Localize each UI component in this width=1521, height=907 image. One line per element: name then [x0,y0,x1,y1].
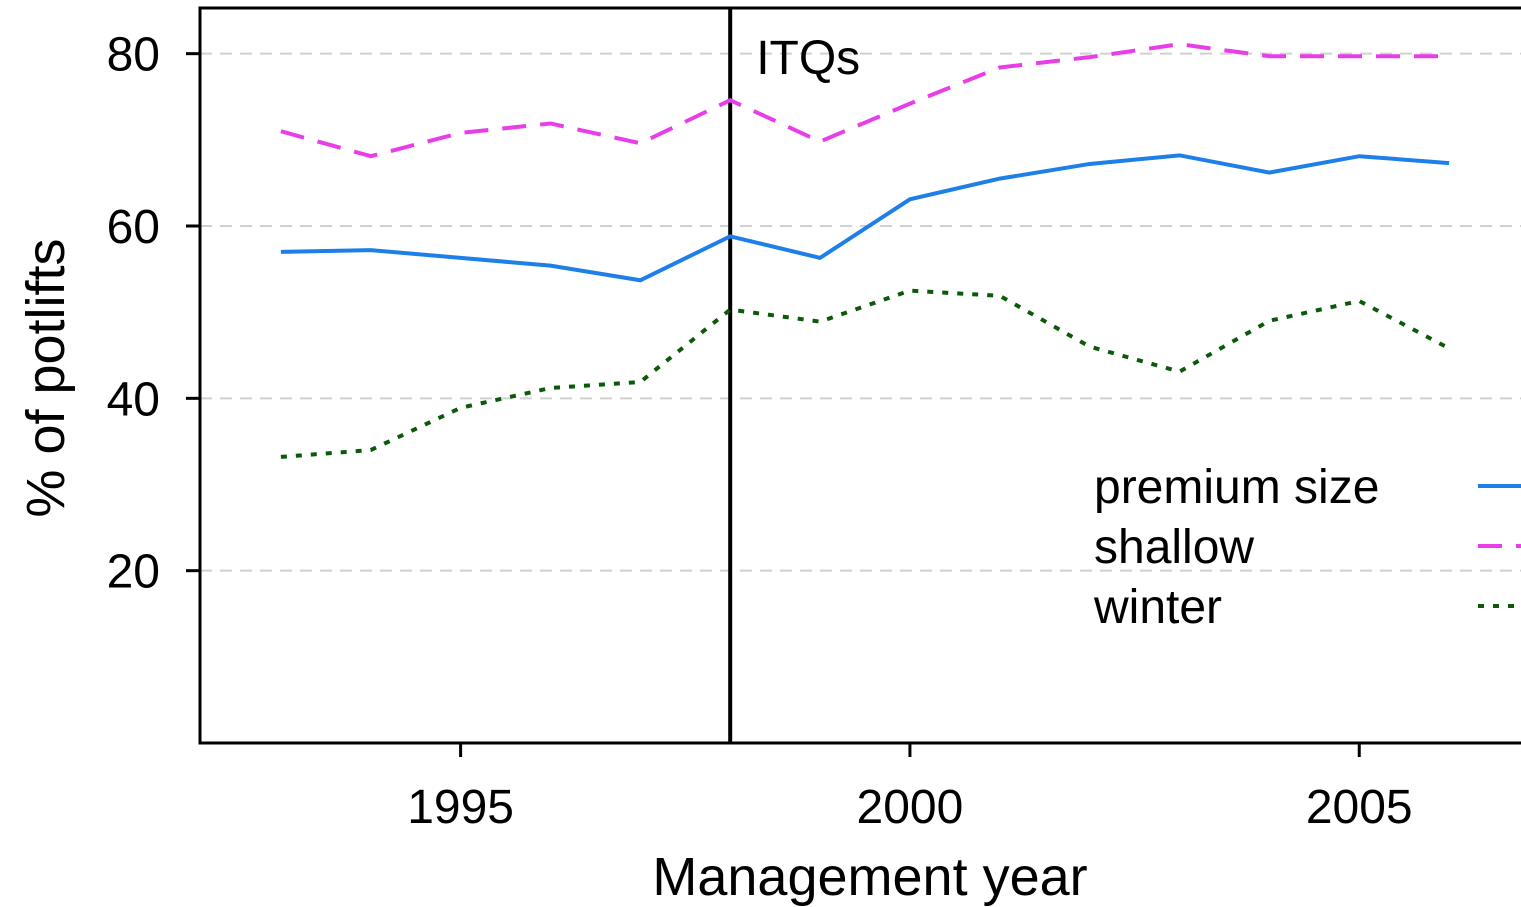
series-line [280,42,1450,159]
x-tick-label: 1995 [407,781,514,834]
legend-label: premium size [1094,461,1379,514]
legend-label: shallow [1094,521,1254,574]
series-line [280,288,1451,459]
itq-label: ITQs [756,32,860,85]
legend-label: winter [1093,581,1222,634]
x-axis-title: Management year [652,847,1087,907]
y-tick-label: 80 [107,29,160,82]
x-tick-label: 2005 [1306,781,1413,834]
y-tick-label: 20 [107,546,160,599]
y-tick-label: 40 [107,373,160,426]
x-tick-label: 2000 [857,781,964,834]
y-tick-label: 60 [107,201,160,254]
plot-frame [198,6,1521,745]
series-line [280,153,1450,283]
y-axis-title: % of potlifts [16,238,76,517]
